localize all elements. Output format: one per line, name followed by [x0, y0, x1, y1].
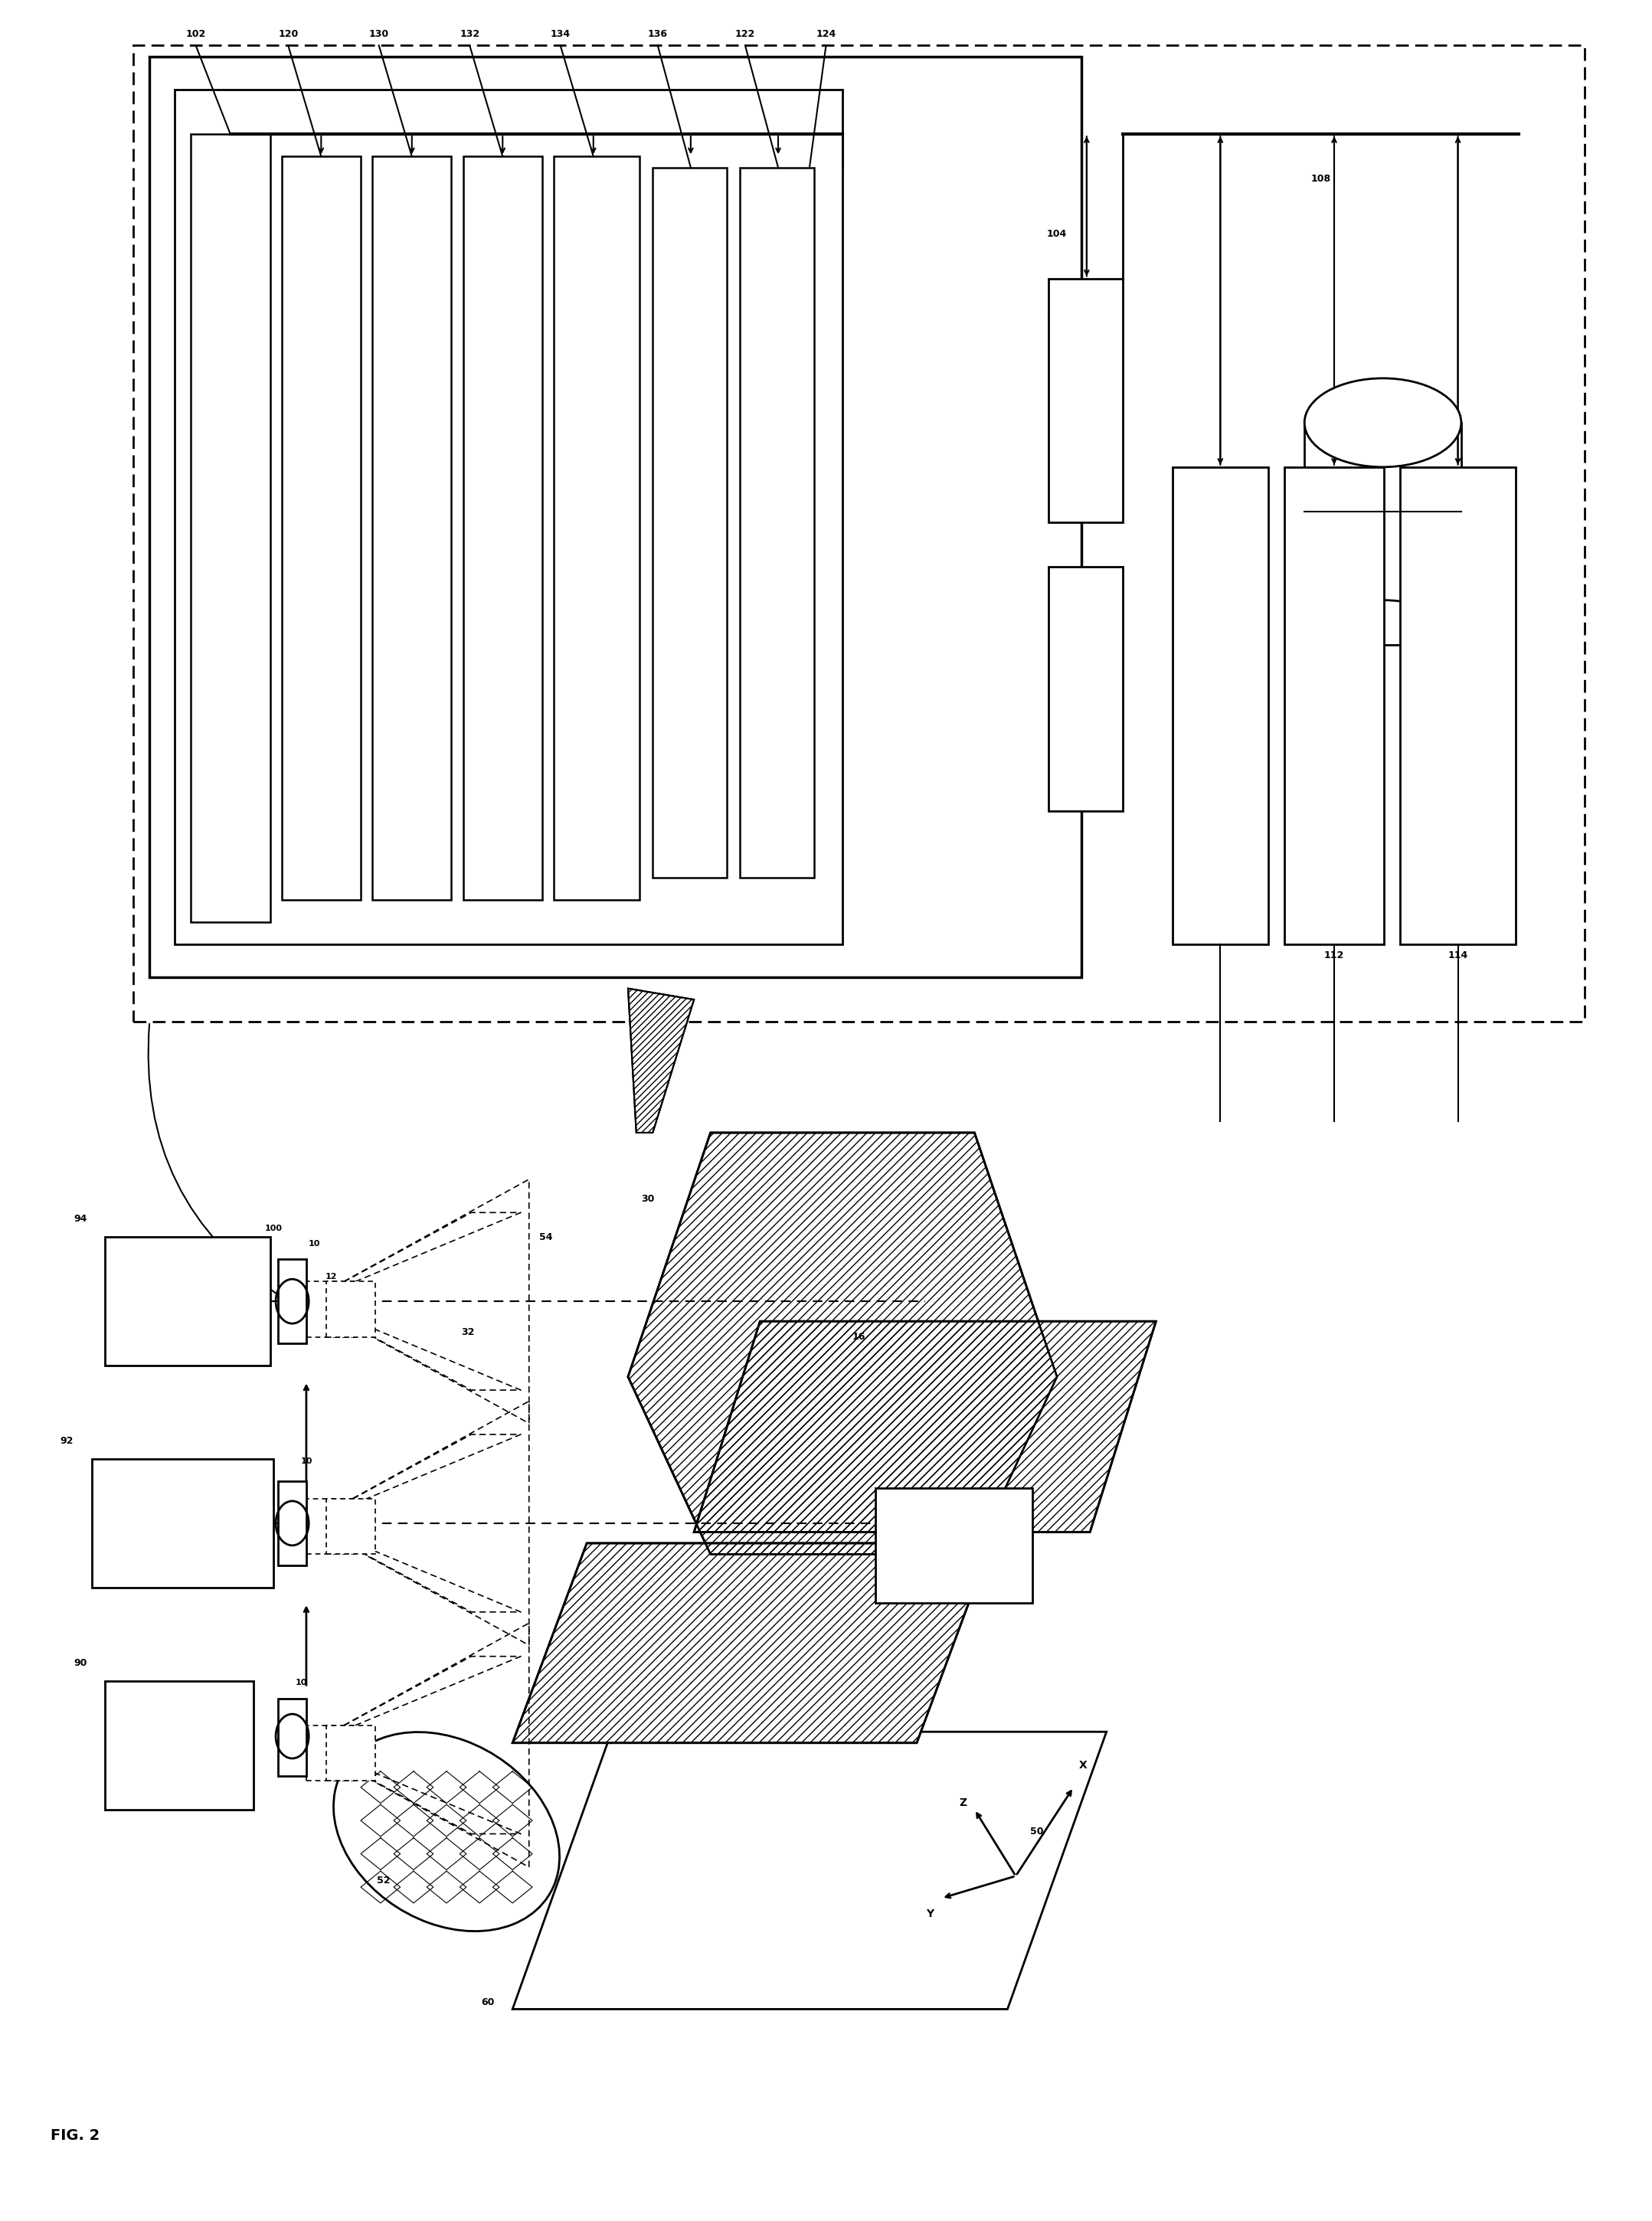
Bar: [106, 1237, 269, 1366]
Text: 14: 14: [737, 1517, 750, 1526]
Text: 32: 32: [461, 1328, 474, 1337]
Text: 50: 50: [1031, 1826, 1044, 1837]
Text: 52: 52: [377, 1875, 390, 1886]
Text: 108: 108: [1312, 173, 1332, 184]
Text: 30: 30: [641, 1195, 654, 1204]
Text: POSITIONING AND
BONDING POSITION: POSITIONING AND BONDING POSITION: [142, 1515, 223, 1532]
Text: RETRACTED
POSITION: RETRACTED POSITION: [928, 1537, 978, 1555]
Ellipse shape: [1305, 378, 1462, 466]
Text: 16: 16: [852, 1333, 866, 1341]
Bar: [134, 44, 1584, 1022]
Text: Z: Z: [960, 1797, 966, 1808]
Text: 122: 122: [735, 29, 755, 40]
Text: 90: 90: [74, 1659, 88, 1668]
Bar: [740, 167, 814, 877]
Bar: [1049, 566, 1123, 811]
Bar: [306, 1726, 355, 1781]
Text: POSITIONAL
DEVIATION
CORRECTING
SECTION: POSITIONAL DEVIATION CORRECTING SECTION: [220, 509, 241, 549]
Text: 110: 110: [1226, 906, 1246, 915]
Text: BONDING
PROCESSING
SECTION: BONDING PROCESSING SECTION: [767, 502, 788, 544]
Text: 60: 60: [481, 1997, 494, 2008]
Bar: [325, 1499, 375, 1555]
Bar: [306, 1282, 355, 1337]
Bar: [1173, 466, 1269, 944]
Polygon shape: [278, 1259, 306, 1344]
Text: 92: 92: [61, 1437, 74, 1446]
Text: OUTPUT
SECTION: OUTPUT SECTION: [1079, 673, 1094, 704]
Text: 114: 114: [1447, 951, 1469, 959]
Polygon shape: [278, 1699, 306, 1777]
Text: Y: Y: [927, 1908, 933, 1919]
Text: 120: 120: [278, 29, 299, 40]
Text: 94: 94: [74, 1215, 88, 1224]
Text: 124: 124: [816, 29, 836, 40]
Bar: [190, 133, 269, 922]
Text: CORRECTING
POSITION: CORRECTING POSITION: [160, 1293, 215, 1310]
Text: 10: 10: [301, 1457, 312, 1466]
Text: SECOND
POSITIONAL
DEVIATION
MEASURE-
MENT MODULE: SECOND POSITIONAL DEVIATION MEASURE- MEN…: [398, 506, 425, 551]
Text: PICK-UP
POSITION: PICK-UP POSITION: [159, 1737, 200, 1752]
Text: 12: 12: [325, 1273, 337, 1282]
Bar: [106, 1681, 253, 1810]
Text: 132: 132: [459, 29, 479, 40]
Bar: [150, 56, 1082, 977]
Text: 104: 104: [1047, 229, 1067, 240]
Text: 12'': 12'': [284, 1710, 302, 1717]
Text: 100: 100: [264, 1224, 282, 1233]
Text: 10: 10: [309, 1239, 320, 1248]
Bar: [281, 155, 360, 900]
Text: 136: 136: [648, 29, 667, 40]
Bar: [306, 1499, 355, 1555]
Bar: [1285, 466, 1384, 944]
Bar: [372, 155, 451, 900]
Bar: [876, 1488, 1032, 1604]
Ellipse shape: [334, 1732, 560, 1932]
Text: POSITIONING
SECTION: POSITIONING SECTION: [682, 500, 697, 544]
Polygon shape: [278, 1481, 306, 1566]
Bar: [325, 1282, 375, 1337]
Text: 102: 102: [185, 29, 206, 40]
Text: INPUT
SECTION: INPUT SECTION: [1079, 384, 1094, 415]
Text: FIG. 2: FIG. 2: [51, 2128, 99, 2143]
Text: CORRECTION
CAMERA CONTROL
SECTION: CORRECTION CAMERA CONTROL SECTION: [1323, 675, 1346, 735]
Bar: [1049, 278, 1123, 522]
Text: BONDING
TOOL
CONTROL
SECTION: BONDING TOOL CONTROL SECTION: [1204, 691, 1236, 722]
Polygon shape: [512, 1544, 991, 1743]
Text: 96: 96: [844, 1466, 857, 1475]
Bar: [325, 1726, 375, 1781]
Polygon shape: [628, 988, 694, 1133]
Text: 112: 112: [1325, 951, 1345, 959]
Text: FIRST POSITIONAL
DEVIATION
MEASURE-
MENT MODULE: FIRST POSITIONAL DEVIATION MEASURE- MENT…: [311, 500, 332, 555]
Text: 10: 10: [296, 1679, 307, 1686]
Bar: [463, 155, 542, 900]
Bar: [93, 1459, 273, 1588]
Bar: [653, 167, 727, 877]
Polygon shape: [694, 1321, 1156, 1532]
Text: POSITIONAL
DEVIATION
CALCULATION
MODULE: POSITIONAL DEVIATION CALCULATION MODULE: [586, 506, 606, 549]
Text: X: X: [1079, 1759, 1087, 1770]
Text: 54: 54: [539, 1233, 552, 1242]
Text: THIRD
POSITIONAL
DEVIATION
MEASURE-
MENT MODULE: THIRD POSITIONAL DEVIATION MEASURE- MENT…: [489, 506, 515, 551]
Text: 12': 12': [291, 1495, 306, 1504]
Bar: [1401, 466, 1515, 944]
Bar: [553, 155, 639, 900]
Bar: [1305, 422, 1462, 644]
Text: 134: 134: [550, 29, 570, 40]
Polygon shape: [512, 1732, 1107, 2010]
Text: UPPER AND LOWER
CAMERA UNIT
CONTROL SECTION: UPPER AND LOWER CAMERA UNIT CONTROL SECT…: [1447, 673, 1469, 737]
Text: 106: 106: [1047, 311, 1067, 322]
Text: 130: 130: [368, 29, 388, 40]
Bar: [175, 89, 843, 944]
Polygon shape: [628, 1133, 1057, 1555]
